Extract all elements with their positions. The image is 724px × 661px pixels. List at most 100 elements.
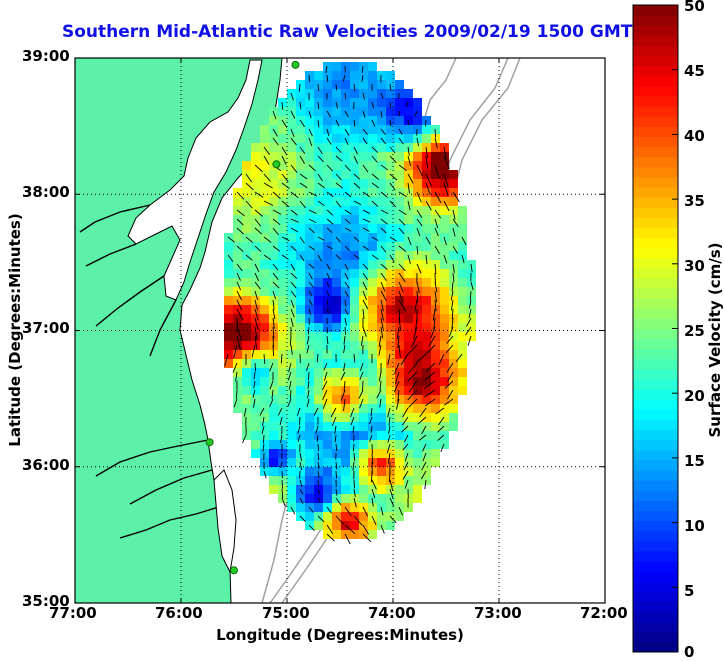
velocity-cell <box>305 143 314 152</box>
velocity-cell <box>386 386 395 395</box>
velocity-cell <box>377 404 386 413</box>
velocity-cell <box>296 332 305 341</box>
velocity-cell <box>242 188 251 197</box>
velocity-cell <box>458 368 467 377</box>
velocity-cell <box>368 107 377 116</box>
velocity-cell <box>404 386 413 395</box>
velocity-cell <box>332 332 341 341</box>
velocity-cell <box>251 152 260 161</box>
velocity-cell <box>314 296 323 305</box>
velocity-cell <box>305 431 314 440</box>
velocity-cell <box>260 287 269 296</box>
velocity-cell <box>323 431 332 440</box>
velocity-cell <box>314 395 323 404</box>
velocity-cell <box>341 152 350 161</box>
velocity-cell <box>278 188 287 197</box>
velocity-cell <box>269 458 278 467</box>
velocity-cell <box>449 404 458 413</box>
velocity-cell <box>323 476 332 485</box>
colorbar-swatch <box>633 460 678 471</box>
velocity-cell <box>260 332 269 341</box>
velocity-cell <box>341 251 350 260</box>
velocity-cell <box>287 431 296 440</box>
velocity-cell <box>377 494 386 503</box>
velocity-cell <box>449 323 458 332</box>
velocity-cell <box>296 422 305 431</box>
velocity-cell <box>251 143 260 152</box>
velocity-vector <box>282 480 283 489</box>
velocity-cell <box>377 449 386 458</box>
velocity-cell <box>350 404 359 413</box>
colorbar-swatch <box>633 419 678 430</box>
velocity-cell <box>260 440 269 449</box>
velocity-cell <box>341 179 350 188</box>
velocity-cell <box>278 359 287 368</box>
velocity-cell <box>323 386 332 395</box>
velocity-cell <box>287 458 296 467</box>
velocity-cell <box>386 242 395 251</box>
velocity-cell <box>323 467 332 476</box>
velocity-cell <box>332 386 341 395</box>
velocity-cell <box>449 395 458 404</box>
velocity-cell <box>287 422 296 431</box>
velocity-vector <box>354 480 355 488</box>
velocity-cell <box>332 287 341 296</box>
velocity-cell <box>413 386 422 395</box>
velocity-cell <box>287 251 296 260</box>
velocity-cell <box>332 278 341 287</box>
velocity-cell <box>368 305 377 314</box>
velocity-cell <box>449 179 458 188</box>
velocity-cell <box>377 143 386 152</box>
velocity-cell <box>422 116 431 125</box>
velocity-cell <box>296 386 305 395</box>
velocity-cell <box>251 413 260 422</box>
velocity-cell <box>278 395 287 404</box>
velocity-cell <box>296 278 305 287</box>
radar-station <box>231 567 238 574</box>
colorbar-swatch <box>633 217 678 228</box>
velocity-cell <box>296 215 305 224</box>
velocity-cell <box>287 332 296 341</box>
velocity-cell <box>323 89 332 98</box>
velocity-cell <box>305 251 314 260</box>
velocity-cell <box>359 98 368 107</box>
colorbar-swatch <box>633 248 678 259</box>
velocity-cell <box>431 152 440 161</box>
velocity-cell <box>440 386 449 395</box>
velocity-cell <box>224 350 233 359</box>
velocity-cell <box>269 377 278 386</box>
velocity-vector <box>318 444 319 451</box>
velocity-cell <box>458 359 467 368</box>
velocity-cell <box>449 233 458 242</box>
velocity-cell <box>251 386 260 395</box>
velocity-vector <box>408 120 409 125</box>
velocity-cell <box>314 368 323 377</box>
velocity-cell <box>422 215 431 224</box>
velocity-cell <box>458 215 467 224</box>
velocity-cell <box>296 395 305 404</box>
velocity-cell <box>386 134 395 143</box>
velocity-cell <box>332 62 341 71</box>
velocity-cell <box>395 512 404 521</box>
velocity-cell <box>287 170 296 179</box>
velocity-cell <box>305 458 314 467</box>
velocity-cell <box>368 224 377 233</box>
velocity-cell <box>287 395 296 404</box>
velocity-vector <box>273 345 274 356</box>
colorbar-swatch <box>633 106 678 117</box>
colorbar-swatch <box>633 278 678 289</box>
velocity-cell <box>368 269 377 278</box>
velocity-cell <box>287 197 296 206</box>
colorbar-swatch <box>633 86 678 97</box>
velocity-cell <box>386 161 395 170</box>
y-tick-label: 37:00 <box>22 319 70 337</box>
velocity-cell <box>323 179 332 188</box>
velocity-cell <box>296 440 305 449</box>
velocity-cell <box>260 269 269 278</box>
velocity-cell <box>341 359 350 368</box>
velocity-cell <box>305 368 314 377</box>
velocity-cell <box>395 170 404 179</box>
velocity-cell <box>395 98 404 107</box>
velocity-cell <box>350 296 359 305</box>
velocity-cell <box>422 422 431 431</box>
